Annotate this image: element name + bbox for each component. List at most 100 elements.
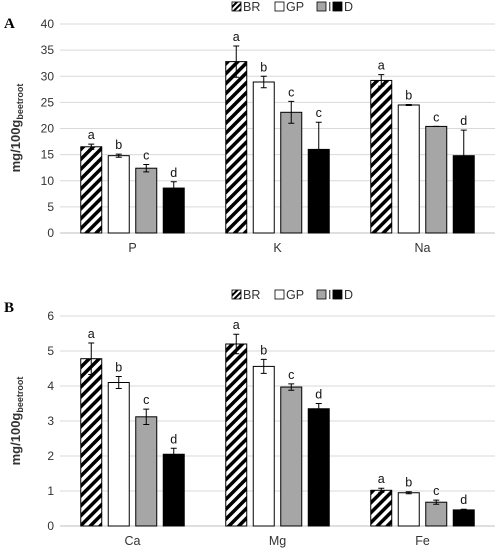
panel-b-bar-ca-br	[80, 358, 103, 527]
panel-a-significance-letter: c	[143, 149, 149, 163]
panel-b-bar-fe-ip	[425, 501, 448, 527]
panel-b-y-tick-label: 5	[47, 344, 54, 358]
panel-a-x-labels: P K Na	[128, 241, 430, 255]
panel-a-error-bar	[233, 45, 240, 78]
panel-b-bars: a b c d a b c d a b c d	[80, 318, 475, 527]
panel-a-significance-letter: a	[88, 128, 95, 142]
panel-a-bars: a b c d a b c c a b c d	[80, 30, 475, 234]
panel-a-bar-na-br	[370, 79, 393, 234]
panel-a-legend-swatch	[332, 1, 343, 12]
panel-b-y-ticks: 0 1 2 3 4 5 6	[47, 309, 54, 533]
panel-b-bar-fe-d	[452, 509, 475, 527]
panel-a-error-bar	[88, 143, 95, 150]
panel-a-significance-letter: b	[260, 60, 267, 74]
panel-b-error-bar	[378, 487, 385, 493]
panel-b-significance-letter: d	[170, 432, 177, 446]
panel-a-error-bar	[460, 129, 467, 182]
panel-a-y-tick-label: 0	[47, 226, 54, 240]
panel-b-y-tick-label: 6	[47, 309, 54, 323]
panel-a-y-axis-label: mg/100gbeetroot	[8, 84, 25, 173]
panel-a-error-bar	[315, 121, 322, 178]
panel-a-bar-k-gp	[252, 81, 275, 234]
panel-a-bar-k-ip	[280, 111, 303, 234]
panel-a-significance-letter: a	[233, 30, 240, 44]
panel-a-y-tick-label: 35	[41, 43, 55, 57]
panel-a-bar-p-ip	[135, 167, 158, 234]
panel-a-legend-swatch	[274, 1, 285, 12]
panel-a-significance-letter: c	[288, 85, 294, 99]
panel-b-significance-letter: b	[115, 361, 122, 375]
panel-a-y-tick-label: 5	[47, 200, 54, 214]
panel-b-bar-fe-br	[370, 489, 393, 527]
panel-b-bar-mg-ip	[280, 386, 303, 527]
panel-a-legend-swatch	[231, 1, 242, 12]
panel-b-legend: BRGPIPD	[231, 288, 353, 302]
panel-a-bar-k-br	[225, 61, 248, 234]
panel-b-x-tick-label: Mg	[269, 534, 286, 548]
panel-a-error-bar	[378, 74, 385, 87]
panel-a-legend-label: BR	[243, 0, 260, 14]
panel-b-letter: B	[4, 300, 14, 316]
panel-a-x-tick-label: P	[128, 241, 136, 255]
panel-a-y-tick-label: 25	[41, 95, 55, 109]
panel-b-significance-letter: a	[378, 472, 385, 486]
panel-b-y-tick-label: 3	[47, 414, 54, 428]
panel-b-grid	[60, 315, 495, 527]
panel-b-y-tick-label: 4	[47, 379, 54, 393]
panel-b-error-bar	[315, 403, 322, 415]
panel-b-error-bar	[405, 491, 412, 495]
panel-b-error-bar	[143, 408, 150, 425]
panel-b-significance-letter: b	[260, 343, 267, 357]
panel-b-legend-swatch	[316, 289, 327, 300]
panel-a-bar-p-br	[80, 146, 103, 234]
panel-b-y-axis-label: mg/100gbeetroot	[8, 377, 25, 466]
panel-a-legend-label: D	[344, 0, 353, 14]
panel-a-error-bar	[115, 153, 122, 158]
panel-b-error-bar	[233, 333, 240, 355]
panel-a-letter: A	[4, 16, 15, 32]
panel-b-legend-label: BR	[243, 288, 260, 302]
panel-b-legend-swatch	[274, 289, 285, 300]
panel-a: A BRGPIPD mg/100gbeetroot 05101520253035…	[4, 0, 495, 255]
panel-b-error-bar	[115, 376, 122, 389]
panel-a-y-tick-label: 20	[41, 122, 55, 136]
panel-b-bar-ca-d	[162, 453, 185, 527]
panel-a-significance-letter: c	[316, 106, 322, 120]
panel-b-legend-label: D	[344, 288, 353, 302]
panel-b-y-tick-label: 1	[47, 484, 54, 498]
panel-a-y-tick-label: 30	[41, 69, 55, 83]
panel-b-error-bar	[88, 342, 95, 375]
panel-a-bar-na-ip	[425, 125, 448, 234]
panel-b-significance-letter: c	[433, 484, 439, 498]
panel-b-bar-ca-ip	[135, 416, 158, 527]
panel-a-error-bar	[405, 103, 412, 107]
panel-b-bar-mg-gp	[252, 365, 275, 527]
panel-b-significance-letter: c	[288, 368, 294, 382]
panel-a-x-tick-label: Na	[415, 241, 431, 255]
panel-a-y-tick-label: 15	[41, 148, 55, 162]
panel-b-significance-letter: c	[143, 393, 149, 407]
panel-a-legend-swatch	[316, 1, 327, 12]
panel-a-x-tick-label: K	[273, 241, 282, 255]
panel-b-x-tick-label: Ca	[125, 534, 141, 548]
panel-b-error-bar	[433, 499, 440, 505]
panel-a-y-ticks: 0 5 10 15 20 25 30 35 40	[41, 17, 55, 240]
panel-b-bar-mg-d	[307, 408, 330, 527]
panel-a-grid	[60, 23, 495, 234]
panel-a-legend: BRGPIPD	[231, 0, 353, 14]
panel-b-legend-swatch	[332, 289, 343, 300]
panel-b-significance-letter: d	[315, 388, 322, 402]
panel-b-significance-letter: a	[88, 327, 95, 341]
panel-b-error-bar	[460, 508, 467, 512]
panel-b-error-bar	[260, 358, 267, 374]
panel-a-significance-letter: d	[170, 166, 177, 180]
panel-b-bar-mg-br	[225, 343, 248, 527]
panel-a-legend-label: GP	[286, 0, 304, 14]
panel-a-error-bar	[260, 75, 267, 89]
panel-b-legend-swatch	[231, 289, 242, 300]
panel-a-significance-letter: c	[433, 110, 439, 124]
panel-b-error-bar	[170, 447, 177, 461]
panel-b-y-tick-label: 0	[47, 519, 54, 533]
